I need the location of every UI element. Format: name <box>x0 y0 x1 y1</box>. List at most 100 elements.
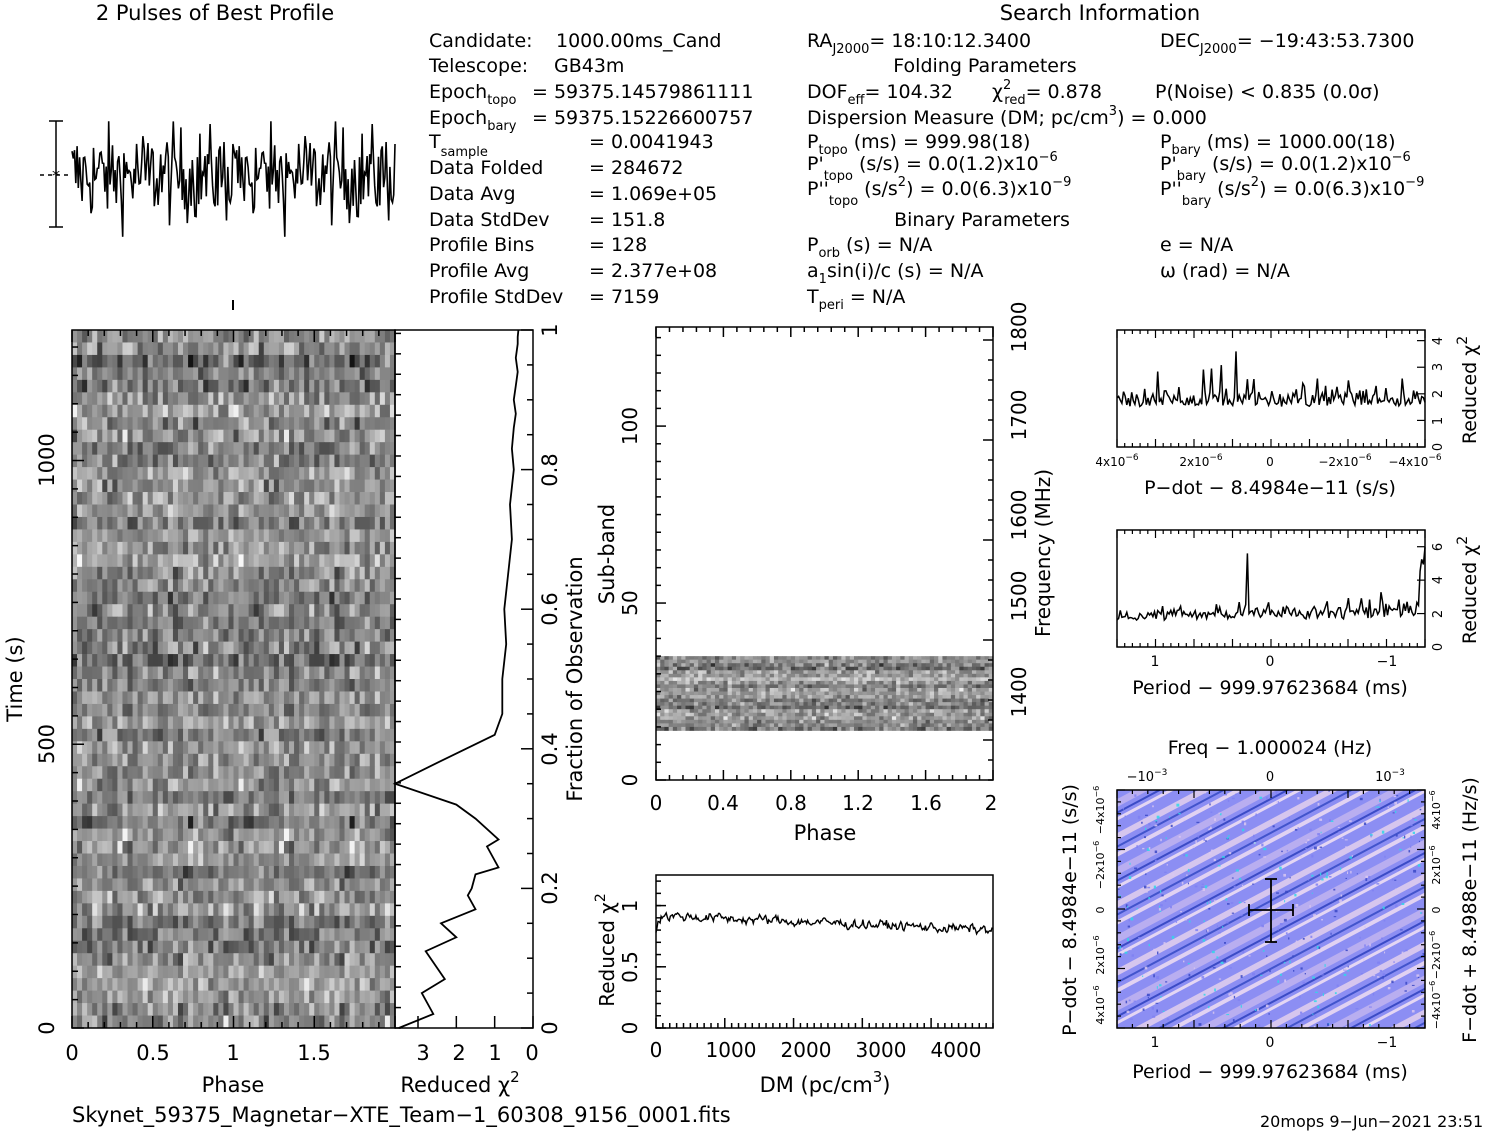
time-phase-cell <box>354 816 361 829</box>
time-phase-cell <box>263 467 270 480</box>
time-phase-cell <box>193 716 199 730</box>
time-phase-cell <box>309 741 315 755</box>
time-phase-cell <box>97 579 103 593</box>
subband-cell <box>921 705 926 710</box>
time-phase-cell <box>258 579 265 593</box>
time-phase-cell <box>107 965 113 979</box>
time-phase-cell <box>162 953 169 967</box>
time-phase-cell <box>177 853 184 867</box>
time-phase-cell <box>167 554 174 568</box>
time-phase-cell <box>167 330 174 343</box>
time-phase-cell <box>314 915 320 929</box>
time-phase-cell <box>324 841 330 854</box>
time-phase-cell <box>258 890 265 904</box>
time-phase-cell <box>273 417 280 431</box>
time-phase-cell <box>142 828 149 842</box>
time-phase-cell <box>243 691 250 705</box>
time-phase-cell <box>359 816 366 829</box>
time-phase-cell <box>193 566 199 580</box>
time-phase-cell <box>172 330 179 343</box>
time-phase-cell <box>273 803 280 817</box>
time-phase-cell <box>314 1015 320 1029</box>
time-phase-cell <box>339 330 345 343</box>
subband-cell <box>765 670 771 675</box>
time-phase-cell <box>278 591 285 605</box>
time-phase-cell <box>172 604 179 618</box>
time-phase-cell <box>354 791 361 805</box>
time-phase-cell <box>193 392 199 406</box>
time-phase-cell <box>188 504 194 518</box>
time-phase-cell <box>142 566 149 580</box>
subband-cell <box>841 698 846 703</box>
subband-cell <box>942 695 948 699</box>
subband-cell <box>698 656 703 661</box>
time-phase-cell <box>218 392 224 406</box>
time-phase-cell <box>349 541 356 555</box>
time-phase-cell <box>273 878 280 892</box>
time-phase-cell <box>278 541 285 555</box>
time-phase-cell <box>389 890 396 904</box>
time-phase-cell <box>157 479 164 493</box>
time-phase-cell <box>359 828 366 842</box>
time-phase-cell <box>258 940 265 954</box>
time-phase-cell <box>122 878 128 892</box>
time-phase-cell <box>122 928 128 942</box>
time-phase-cell <box>263 841 270 854</box>
time-phase-cell <box>208 965 214 979</box>
time-phase-cell <box>203 554 209 568</box>
time-phase-cell <box>304 1003 310 1016</box>
subband-cell <box>723 670 729 675</box>
time-phase-cell <box>314 990 320 1004</box>
time-phase-cell <box>354 1015 361 1029</box>
subband-cell <box>866 673 872 678</box>
time-phase-cell <box>248 716 255 730</box>
subband-cell <box>778 687 783 692</box>
time-phase-cell <box>102 803 108 817</box>
time-phase-cell <box>117 716 123 730</box>
subband-cell <box>929 698 935 703</box>
time-phase-cell <box>172 990 179 1004</box>
time-phase-cell <box>309 442 315 456</box>
subband-cell <box>971 695 977 699</box>
time-phase-cell <box>263 766 270 780</box>
time-phase-cell <box>132 903 139 917</box>
time-phase-cell <box>349 641 356 655</box>
time-phase-cell <box>344 467 350 480</box>
time-phase-cell <box>142 691 149 705</box>
time-phase-cell <box>162 716 169 730</box>
time-phase-cell <box>177 442 184 456</box>
time-phase-cell <box>309 641 315 655</box>
time-phase-cell <box>198 504 204 518</box>
time-phase-cell <box>87 841 93 854</box>
time-phase-cell <box>243 379 250 393</box>
time-phase-cell <box>183 953 189 967</box>
time-phase-cell <box>183 703 189 717</box>
time-phase-cell <box>107 554 113 568</box>
time-phase-cell <box>92 392 98 406</box>
time-phase-cell <box>77 915 83 929</box>
time-phase-cell <box>258 728 265 742</box>
time-phase-cell <box>102 629 108 642</box>
time-phase-cell <box>72 728 78 742</box>
time-phase-cell <box>162 342 169 356</box>
time-phase-cell <box>112 629 118 642</box>
time-phase-cell <box>324 778 330 792</box>
info-a1: a1sin(i)/c (s) = N/A <box>807 260 983 287</box>
time-phase-cell <box>289 379 295 393</box>
time-phase-cell <box>152 803 159 817</box>
time-phase-cell <box>304 716 310 730</box>
subband-cell <box>866 680 872 685</box>
time-phase-cell <box>344 878 350 892</box>
subband-cell <box>672 677 678 682</box>
time-phase-cell <box>364 666 371 680</box>
subband-cell <box>698 680 703 685</box>
time-phase-cell <box>334 330 340 343</box>
time-phase-cell <box>359 641 366 655</box>
time-phase-cell <box>379 342 386 356</box>
time-phase-cell <box>374 766 381 780</box>
subband-cell <box>769 698 775 703</box>
time-phase-cell <box>87 442 93 456</box>
time-phase-cell <box>137 928 144 942</box>
time-phase-cell <box>213 566 219 580</box>
subband-cell <box>938 691 943 696</box>
